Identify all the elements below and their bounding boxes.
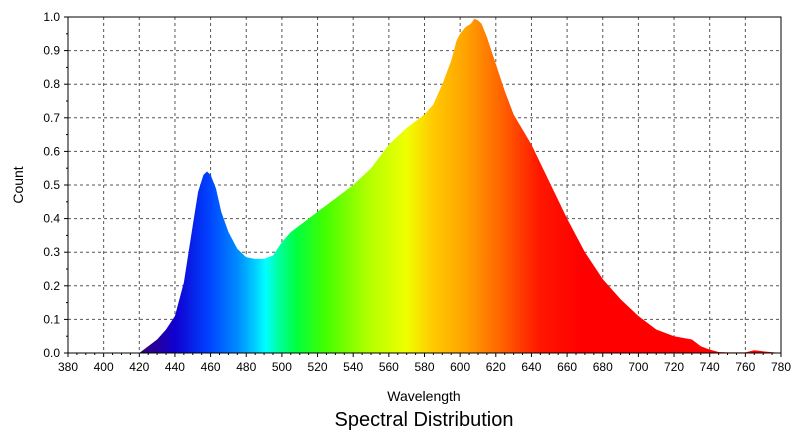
x-tick-label: 480 bbox=[236, 360, 256, 374]
x-tick-label: 520 bbox=[308, 360, 328, 374]
x-axis-title: Wavelength bbox=[387, 388, 460, 404]
x-tick-label: 700 bbox=[628, 360, 648, 374]
y-tick-label: 0.1 bbox=[43, 312, 60, 326]
x-tick-label: 540 bbox=[343, 360, 363, 374]
y-tick-label: 0.8 bbox=[43, 77, 60, 91]
x-tick-label: 760 bbox=[735, 360, 755, 374]
x-tick-label: 720 bbox=[664, 360, 684, 374]
y-tick-label: 1.0 bbox=[43, 10, 60, 24]
x-tick-label: 500 bbox=[272, 360, 292, 374]
y-tick-label: 0.9 bbox=[43, 44, 60, 58]
y-tick-label: 0.3 bbox=[43, 245, 60, 259]
x-tick-labels: 380 400 420 440 460 480 500 520 540 560 580 600 620 6… bbox=[58, 360, 791, 374]
x-tick-label: 580 bbox=[414, 360, 434, 374]
y-tick-labels: 0.0 0.1 0.2 0.3 0.4 0.5 0.6 0.7 0.8 0.9 1.0 bbox=[43, 10, 60, 360]
x-tick-label: 780 bbox=[771, 360, 791, 374]
x-tick-label: 660 bbox=[557, 360, 577, 374]
x-tick-label: 560 bbox=[379, 360, 399, 374]
x-tick-label: 600 bbox=[450, 360, 470, 374]
ticks bbox=[64, 16, 782, 357]
y-tick-label: 0.0 bbox=[43, 346, 60, 360]
x-tick-label: 740 bbox=[700, 360, 720, 374]
y-tick-label: 0.4 bbox=[43, 212, 60, 226]
y-tick-label: 0.7 bbox=[43, 111, 60, 125]
y-tick-label: 0.6 bbox=[43, 144, 60, 158]
x-tick-label: 400 bbox=[94, 360, 114, 374]
y-axis-title: Count bbox=[10, 166, 26, 203]
y-tick-label: 0.5 bbox=[43, 178, 60, 192]
y-tick-label: 0.2 bbox=[43, 279, 60, 293]
x-tick-label: 440 bbox=[165, 360, 185, 374]
x-tick-label: 680 bbox=[593, 360, 613, 374]
x-tick-label: 460 bbox=[201, 360, 221, 374]
x-tick-label: 420 bbox=[129, 360, 149, 374]
x-tick-label: 640 bbox=[521, 360, 541, 374]
chart-title: Spectral Distribution bbox=[335, 409, 514, 431]
spectrum-area bbox=[68, 18, 781, 354]
x-tick-label: 620 bbox=[486, 360, 506, 374]
x-tick-label: 380 bbox=[58, 360, 78, 374]
